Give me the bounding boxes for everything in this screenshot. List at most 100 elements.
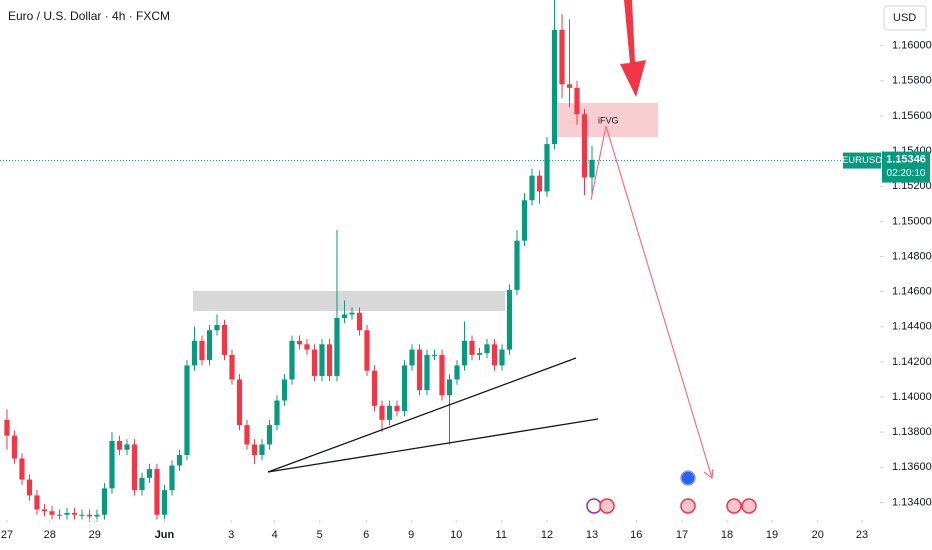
candle-body [506,289,513,350]
candle-body [266,425,273,445]
candle-body [484,344,490,354]
price-tag [882,151,930,183]
candle-body [551,29,558,145]
candle-body [476,353,483,355]
x-tick-label: 18 [721,529,733,541]
candle-body [94,514,100,517]
event-icon [586,498,602,514]
x-tick-label: 6 [363,529,369,541]
y-tick-label: 1.14000 [892,391,932,403]
ifvg-label: iFVG [598,115,619,125]
candle-body [491,344,498,366]
y-tick-label: 1.13600 [892,461,932,473]
candle-body [251,444,258,455]
currency-label: USD [893,12,916,24]
y-tick-label: 1.14200 [892,356,932,368]
event-icon [726,498,742,514]
x-tick-label: 16 [630,529,642,541]
drawings-front [267,0,757,514]
currency-box[interactable] [883,5,927,31]
axes: 1.13400 1.13600 1.13800 1.14000 1.14200 1.144… [0,40,932,541]
candle-body [26,479,33,496]
y-tick-label: 1.13800 [892,426,932,438]
candle-body [281,379,288,401]
candle-body [341,314,348,318]
candle-body [41,509,48,512]
candle-body [454,365,460,380]
chart-title: Euro / U.S. Dollar · 4h · FXCM [8,9,170,23]
candle-body [439,354,445,396]
candle-body [469,340,475,355]
x-tick-label: 9 [408,529,414,541]
event-icon [741,498,757,514]
candle-body [326,344,333,376]
projection-arrowhead [703,468,714,480]
candle-body [581,114,588,178]
candle-body [34,495,40,510]
x-tick-label: 19 [766,529,778,541]
x-tick-label: 10 [450,529,462,541]
trend-line [267,357,577,473]
y-tick-label: 1.15800 [892,75,932,87]
candle-body [229,354,235,380]
y-tick-label: 1.15000 [892,215,932,227]
countdown-label: 02:20:10 [887,168,926,179]
candle-body [401,365,408,412]
candle-body [499,349,505,366]
candle-body [544,144,550,192]
x-tick-label: 11 [496,529,507,541]
candle-body [131,444,138,491]
candle-body [79,514,85,516]
candle-body [521,200,528,241]
candle-body [259,444,265,455]
y-tick-label: 1.14400 [892,321,932,333]
candle-body [221,325,228,355]
y-tick-label: 1.15200 [892,180,932,192]
event-icon [680,470,696,486]
candle-body [319,344,325,376]
y-tick-label: 1.13400 [892,496,932,508]
candle-body [536,175,543,192]
candle-body [139,477,145,491]
x-tick-label: Jun [155,529,175,541]
candle-body [146,469,153,478]
candle-body [4,419,10,436]
candle-body [349,312,355,315]
candle-body [169,465,175,491]
y-tick-label: 1.16000 [892,40,932,52]
down-arrow [620,0,646,97]
y-tick-label: 1.14600 [892,286,932,298]
candle-body [514,240,520,290]
candle-body [236,379,243,426]
candle-body [49,511,55,515]
candle-body [176,455,183,466]
candle-body [244,425,250,445]
event-icon [599,498,615,514]
candle-body [11,435,18,459]
y-tick-label: 1.14800 [892,250,932,262]
candle-body [394,405,400,412]
candle-body [56,514,63,516]
candle-body [206,330,213,361]
candle-body [199,340,205,361]
candle-body [64,512,70,515]
candle-body [379,405,385,420]
x-tick-label: 29 [89,529,101,541]
candle-body [19,458,25,480]
candle-body [214,325,220,331]
candle-body [296,340,303,345]
candle-body [109,440,115,489]
y-tick-label: 1.15600 [892,110,932,122]
candle-body [424,354,430,390]
candle-body [334,317,340,376]
candle-body [161,490,168,515]
candle-body [154,469,160,515]
candle-body [364,330,370,371]
trend-line [267,418,599,473]
candle-body [566,84,573,88]
x-tick-label: 3 [228,529,234,541]
candle-body [116,440,123,450]
candle-body [574,87,580,115]
